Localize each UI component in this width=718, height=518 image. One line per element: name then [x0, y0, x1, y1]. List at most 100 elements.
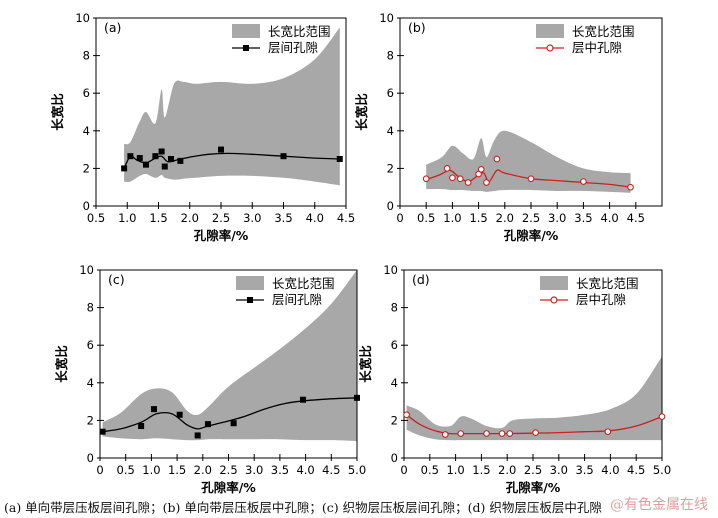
x-tick-label: 0.5: [417, 211, 435, 225]
legend-series-marker: [546, 44, 554, 52]
x-tick-label: 2.0: [496, 211, 514, 225]
y-axis-label: 长宽比: [54, 345, 69, 383]
data-point: [138, 423, 145, 430]
y-tick-label: 10: [79, 263, 94, 277]
data-point: [464, 179, 472, 186]
x-tick-label: 3.5: [274, 211, 292, 225]
y-tick-label: 4: [87, 376, 94, 390]
data-point: [483, 179, 490, 186]
y-tick-label: 4: [387, 124, 394, 138]
y-axis-label: 长宽比: [354, 93, 369, 131]
data-point: [176, 411, 183, 418]
y-axis-label: 长宽比: [50, 93, 65, 131]
panel-label: (c): [108, 272, 125, 287]
data-point: [422, 175, 430, 183]
y-tick-label: 2: [391, 413, 398, 427]
y-tick-label: 2: [387, 161, 394, 175]
legend-series-label: 层间孔隙: [268, 40, 318, 55]
x-tick-label: 3.0: [245, 463, 263, 477]
x-tick-label: 1.0: [446, 463, 464, 477]
data-point: [150, 406, 157, 413]
data-point: [127, 153, 134, 160]
data-point: [527, 175, 535, 183]
data-point: [403, 411, 410, 419]
x-tick-label: 3.0: [550, 463, 568, 477]
data-point: [658, 413, 666, 420]
data-point: [580, 178, 587, 185]
x-axis-label: 孔隙率/%: [194, 228, 249, 243]
x-tick-label: 2.0: [194, 463, 212, 477]
range-band: [426, 130, 631, 193]
data-point: [158, 148, 165, 155]
x-tick-label: 0: [396, 211, 403, 225]
x-tick-label: 4.0: [296, 463, 314, 477]
x-tick-label: 1.5: [168, 463, 186, 477]
x-tick-label: 4.5: [627, 211, 645, 225]
data-point: [493, 155, 501, 163]
range-band: [124, 27, 340, 186]
x-tick-label: 0: [400, 463, 407, 477]
x-tick-label: 2.5: [524, 463, 542, 477]
data-point: [136, 155, 143, 162]
x-tick-label: 3.5: [575, 463, 593, 477]
x-tick-label: 0.5: [87, 211, 105, 225]
x-tick-label: 0.5: [117, 463, 135, 477]
data-point: [300, 396, 307, 403]
data-point: [498, 430, 506, 437]
data-point: [168, 156, 174, 162]
data-point: [99, 428, 106, 435]
panel-label: (b): [408, 20, 426, 35]
y-tick-label: 0: [83, 199, 90, 213]
x-tick-label: 1.5: [149, 211, 167, 225]
chart-panel: 0 2 4 6 8 10 0 0.5 1.0 1.5 2.0 2.5 3.0 3.5 4.0 4.5 5.0 长宽…: [54, 263, 366, 495]
y-tick-label: 0: [387, 199, 394, 213]
x-tick-label: 2.5: [522, 211, 540, 225]
x-axis-label: 孔隙率/%: [504, 228, 559, 243]
data-point: [449, 174, 456, 182]
legend-band-swatch: [232, 24, 260, 38]
y-axis-label: 长宽比: [358, 345, 373, 383]
figure-caption: (a) 单向带层压板层间孔隙；(b) 单向带层压板层中孔隙；(c) 织物层压板层…: [4, 500, 602, 515]
data-point: [121, 165, 128, 172]
data-point: [477, 165, 485, 173]
x-tick-label: 4.5: [322, 463, 340, 477]
y-tick-label: 10: [379, 11, 394, 25]
legend-band-label: 长宽比范围: [576, 276, 639, 291]
x-tick-label: 1.5: [472, 463, 490, 477]
legend-series-label: 层中孔隙: [572, 40, 622, 55]
x-tick-label: 0: [96, 463, 103, 477]
legend-series-marker: [243, 45, 249, 51]
x-tick-label: 3.0: [548, 211, 566, 225]
data-point: [336, 156, 343, 162]
x-tick-label: 1.5: [469, 211, 487, 225]
data-point: [604, 428, 612, 436]
y-tick-label: 8: [83, 49, 90, 63]
legend-series-label: 层中孔隙: [576, 292, 626, 307]
panel-label: (d): [412, 272, 430, 287]
data-point: [441, 431, 449, 438]
data-point: [152, 153, 159, 160]
panel-label: (a): [104, 20, 121, 35]
chart-panel: 0 2 4 6 8 10 0 0.5 1.0 1.5 2.0 2.5 3.0 3.5 4.0 4.5 5.0 长宽…: [358, 263, 671, 495]
x-tick-label: 3.5: [271, 463, 289, 477]
x-tick-label: 0.5: [421, 463, 439, 477]
chart-panel: 0 2 4 6 8 10 0 0.5 1.0 1.5 2.0 2.5 3.0 3.5 4.0 4.5 长宽比孔隙…: [354, 11, 663, 243]
y-tick-label: 4: [83, 124, 90, 138]
x-tick-label: 4.5: [337, 211, 355, 225]
legend-series-marker: [247, 297, 253, 303]
data-point: [143, 161, 149, 168]
data-point: [161, 163, 168, 170]
data-point: [194, 432, 201, 439]
y-tick-label: 8: [87, 301, 94, 315]
legend-series-label: 层间孔隙: [272, 292, 322, 307]
y-tick-label: 2: [83, 161, 90, 175]
y-tick-label: 2: [87, 413, 94, 427]
legend-band-swatch: [236, 276, 264, 290]
y-tick-label: 6: [387, 86, 394, 100]
x-tick-label: 5.0: [348, 463, 366, 477]
data-point: [443, 165, 451, 172]
y-tick-label: 8: [391, 301, 398, 315]
x-tick-label: 2.0: [498, 463, 516, 477]
legend-band-label: 长宽比范围: [268, 24, 331, 39]
